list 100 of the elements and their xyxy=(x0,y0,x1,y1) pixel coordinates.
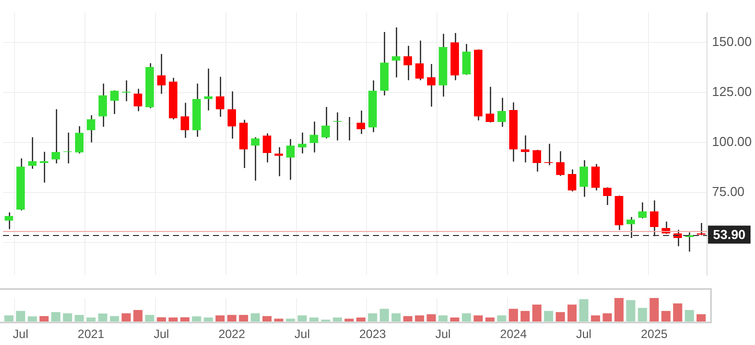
bar xyxy=(344,318,354,322)
bar xyxy=(485,318,495,322)
candlestick xyxy=(544,143,553,166)
candlestick xyxy=(532,149,542,172)
y-tick-label: 150.00 xyxy=(712,34,752,49)
bar xyxy=(133,310,143,322)
bar xyxy=(309,318,319,322)
x-tick-label: 2025 xyxy=(640,327,668,342)
bar xyxy=(332,318,342,322)
candlestick xyxy=(415,40,424,81)
candlestick xyxy=(86,114,96,143)
x-tick-label: Jul xyxy=(12,327,28,342)
bar xyxy=(286,318,296,322)
candlestick xyxy=(344,116,354,141)
candlestick xyxy=(180,102,190,138)
candlestick xyxy=(75,126,84,154)
candlestick xyxy=(404,45,412,81)
x-tick-label: Jul xyxy=(154,327,170,342)
bar xyxy=(28,316,37,322)
x-tick-label: 2024 xyxy=(500,327,528,342)
bar xyxy=(238,314,248,322)
bar xyxy=(98,314,108,322)
candlestick xyxy=(262,132,272,163)
candlestick xyxy=(52,108,60,164)
ref-line-label: 53.90 xyxy=(713,227,746,242)
bar xyxy=(180,317,190,322)
candlestick xyxy=(638,202,647,219)
candlestick xyxy=(298,132,306,154)
bar xyxy=(62,313,72,322)
bar xyxy=(462,313,472,322)
bar xyxy=(696,314,706,322)
bar xyxy=(532,304,542,322)
candlestick xyxy=(228,90,236,140)
bar xyxy=(380,308,389,322)
bar xyxy=(122,313,131,322)
bar xyxy=(356,318,366,322)
candlestick xyxy=(157,53,166,94)
bar xyxy=(145,314,154,322)
bar xyxy=(16,310,26,322)
candlestick xyxy=(626,216,635,239)
bar xyxy=(298,315,307,322)
bar xyxy=(638,308,648,322)
candlestick xyxy=(204,68,213,111)
bar xyxy=(391,313,401,322)
candlestick xyxy=(650,200,658,237)
x-tick-label: 2022 xyxy=(218,327,246,342)
bar xyxy=(497,315,506,322)
candlestick xyxy=(427,63,436,108)
bar xyxy=(403,316,412,322)
bar xyxy=(614,298,624,322)
bar xyxy=(156,317,166,322)
candlestick xyxy=(321,106,330,139)
bar xyxy=(684,310,694,322)
candlestick xyxy=(4,212,14,230)
bar xyxy=(204,318,213,322)
x-tick-label: 2023 xyxy=(359,327,386,342)
bar xyxy=(661,310,671,322)
bar xyxy=(520,310,530,322)
bar xyxy=(556,312,565,322)
candlestick xyxy=(520,134,530,163)
bar xyxy=(474,315,483,322)
candlestick xyxy=(98,83,107,128)
bar xyxy=(579,299,588,322)
candlestick xyxy=(591,163,600,191)
y-tick-label: 125.00 xyxy=(712,84,752,99)
bar xyxy=(414,315,424,322)
candlestick xyxy=(134,88,142,112)
bar xyxy=(368,313,378,322)
candlestick xyxy=(286,138,295,180)
bar xyxy=(274,318,284,322)
candlestick xyxy=(310,121,318,153)
candlestick xyxy=(40,151,48,184)
x-tick-label: 2021 xyxy=(78,327,105,342)
bar xyxy=(673,303,682,322)
candlestick xyxy=(274,146,283,177)
x-tick-label: Jul xyxy=(576,327,592,342)
candlestick xyxy=(603,186,612,206)
x-tick-label: Jul xyxy=(435,327,451,342)
bar xyxy=(602,313,612,322)
candlestick xyxy=(497,97,506,128)
bar xyxy=(426,314,436,322)
bar xyxy=(192,316,202,322)
bar xyxy=(215,315,225,322)
bar xyxy=(110,316,120,322)
candlestick xyxy=(216,76,224,118)
bar xyxy=(438,315,448,322)
candlestick xyxy=(556,150,565,176)
candlestick xyxy=(356,110,366,135)
y-tick-label: 100.00 xyxy=(712,134,752,149)
candlestick xyxy=(580,160,588,198)
bar xyxy=(227,314,236,322)
bar xyxy=(508,308,518,322)
bar xyxy=(250,313,260,322)
candlestick xyxy=(333,112,342,141)
bar xyxy=(626,300,636,322)
bar xyxy=(39,316,49,322)
candlestick xyxy=(251,136,260,182)
candlestick xyxy=(110,90,119,115)
candlestick xyxy=(392,26,400,78)
bar xyxy=(567,304,577,322)
